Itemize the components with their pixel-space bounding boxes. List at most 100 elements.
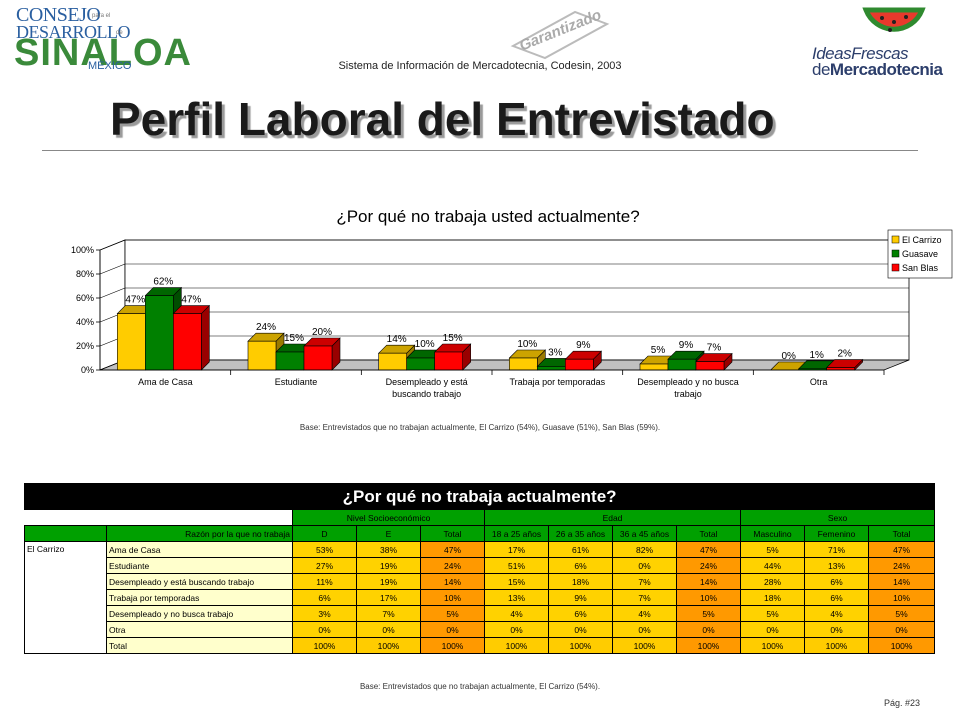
column-header: Total <box>676 525 741 542</box>
logo-small-para: para el <box>92 13 111 19</box>
table-cell: 47% <box>676 541 741 558</box>
logo-word-mercadotecnia: Mercadotecnia <box>829 60 943 79</box>
row-label: Desempleado y está buscando trabajo <box>106 573 293 590</box>
table-cell: 0% <box>484 621 549 638</box>
table-cell: 6% <box>548 605 613 622</box>
category-label: Desempleado y no busca <box>637 377 739 387</box>
column-header: Masculino <box>740 525 805 542</box>
table-cell: 27% <box>292 557 357 574</box>
table-cell: 100% <box>804 637 869 654</box>
bar <box>639 363 669 371</box>
data-label: 5% <box>651 345 666 356</box>
table-cell: 6% <box>292 589 357 606</box>
crosstab-table: ¿Por qué no trabaja actualmente? Nivel S… <box>23 483 936 654</box>
bar <box>667 358 697 371</box>
title-divider <box>42 150 918 151</box>
table-cell: 38% <box>356 541 421 558</box>
bar <box>247 340 277 371</box>
table-cell: 14% <box>676 573 741 590</box>
table-cell: 13% <box>484 589 549 606</box>
legend-swatch <box>891 235 900 244</box>
table-cell: 100% <box>292 637 357 654</box>
y-tick-label: 0% <box>81 365 94 375</box>
y-tick-label: 60% <box>76 293 94 303</box>
column-header: Femenino <box>804 525 869 542</box>
group-header-nse: Nivel Socioeconómico <box>292 509 485 526</box>
bar <box>378 352 407 371</box>
table-corner <box>24 509 293 526</box>
table-cell: 9% <box>548 589 613 606</box>
column-header: Total <box>867 525 936 542</box>
table-cell: 100% <box>356 637 421 654</box>
table-cell: 0% <box>420 621 485 638</box>
table-cell: 6% <box>548 557 613 574</box>
legend-label: Guasave <box>902 249 938 259</box>
codesin-logo: CONSEJO para el DESARROLLO de SINALOA MÉ… <box>8 4 191 74</box>
table-cell: 11% <box>292 573 357 590</box>
table-cell: 6% <box>804 573 869 590</box>
page-number: Pág. #23 <box>884 698 921 708</box>
data-label: 3% <box>548 347 563 358</box>
table-row: Desempleado y está buscando trabajo 11% 19… <box>25 573 936 590</box>
logo-line-consejo: CONSEJO <box>16 4 101 26</box>
data-label: 10% <box>415 339 435 350</box>
row-header: Razón por la que no trabaja <box>106 525 293 542</box>
table-cell: 19% <box>356 573 421 590</box>
gridline-side <box>99 263 126 275</box>
chart-base-note: Base: Entrevistados que no trabajan actu… <box>299 423 661 432</box>
table-cell: 44% <box>740 557 805 574</box>
gridline-side <box>99 239 126 251</box>
table-row: Estudiante 27% 19% 24% 51% 6% 0% 24% 44% 13% 24% <box>25 557 936 574</box>
table-base-note: Base: Entrevistados que no trabajan actu… <box>359 682 601 691</box>
table-cell: 100% <box>612 637 677 654</box>
data-label: 20% <box>312 327 332 338</box>
logo-line-mexico: MÉXICO <box>88 60 132 72</box>
bar-side <box>201 304 210 371</box>
table-cell: 61% <box>548 541 613 558</box>
table-cell: 17% <box>356 589 421 606</box>
table-cell: 7% <box>356 605 421 622</box>
data-label: 14% <box>387 334 407 345</box>
table-cell: 71% <box>804 541 869 558</box>
page-title: Perfil Laboral del Entrevistado <box>110 93 775 145</box>
column-header: 18 a 25 años <box>484 525 549 542</box>
table-cell: 100% <box>420 637 485 654</box>
table-cell: 47% <box>867 541 936 558</box>
bar <box>145 295 174 371</box>
group-header-edad: Edad <box>484 509 741 526</box>
table-cell: 0% <box>804 621 869 638</box>
table-row: Total 100% 100% 100% 100% 100% 100% 100% 100% 100… <box>25 637 936 654</box>
table-cell: 0% <box>867 621 936 638</box>
table-cell: 53% <box>292 541 357 558</box>
data-label: 62% <box>153 277 173 288</box>
table-cell: 17% <box>484 541 549 558</box>
table-row: Otra 0% 0% 0% 0% 0% 0% 0% 0% 0% 0% <box>25 621 936 638</box>
data-label: 2% <box>837 349 852 360</box>
bar <box>565 358 594 371</box>
data-label: 9% <box>679 340 694 351</box>
data-label: 15% <box>284 333 304 344</box>
table-cell: 7% <box>612 573 677 590</box>
bar <box>434 351 463 371</box>
table-cell: 10% <box>676 589 741 606</box>
table-cell: 100% <box>676 637 741 654</box>
table-cell: 0% <box>740 621 805 638</box>
group-header-sexo: Sexo <box>739 509 936 526</box>
bar <box>537 366 566 371</box>
table-cell: 5% <box>420 605 485 622</box>
table-cell: 13% <box>804 557 869 574</box>
table-cell: 28% <box>740 573 805 590</box>
table-cell: 5% <box>740 605 805 622</box>
data-label: 0% <box>781 351 796 362</box>
report-subtitle: Sistema de Información de Mercadotecnia,… <box>338 60 622 72</box>
bar <box>509 357 538 371</box>
bar <box>303 345 333 371</box>
logo-word-de: de <box>812 60 830 79</box>
table-cell: 0% <box>676 621 741 638</box>
seal-outline-icon <box>510 10 610 60</box>
category-label: Desempleado y está <box>386 377 468 387</box>
table-cell: 5% <box>867 605 936 622</box>
category-label: Estudiante <box>275 377 318 387</box>
bar <box>173 313 202 371</box>
table-cell: 0% <box>612 621 677 638</box>
